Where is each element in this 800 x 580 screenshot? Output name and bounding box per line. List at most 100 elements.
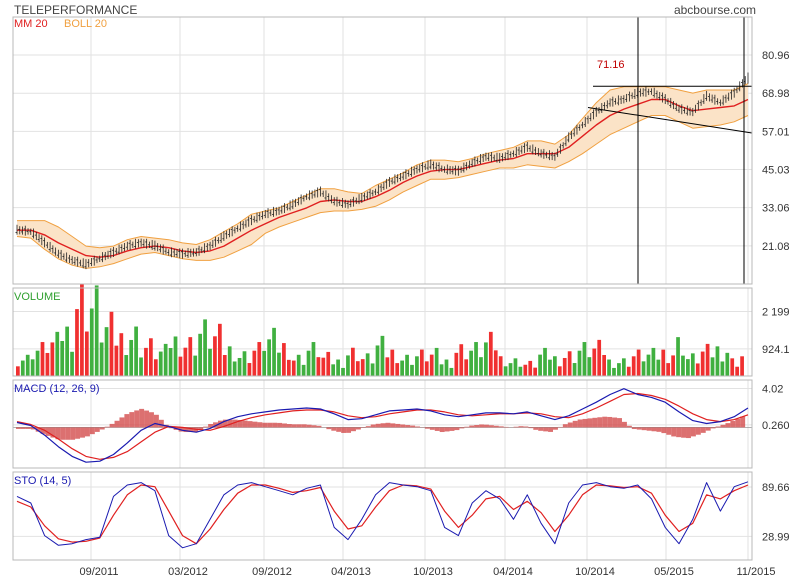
volume-bar bbox=[75, 309, 79, 376]
macd-histogram-bar bbox=[528, 427, 534, 429]
volume-bar bbox=[104, 327, 109, 376]
macd-histogram-bar bbox=[326, 427, 332, 430]
macd-frame bbox=[12, 379, 753, 469]
volume-bar bbox=[242, 351, 247, 376]
macd-histogram-bar bbox=[498, 426, 504, 428]
volume-bar bbox=[257, 342, 262, 376]
macd-histogram-bar bbox=[183, 427, 189, 433]
panel-frames bbox=[12, 16, 753, 561]
volume-bar bbox=[153, 359, 158, 376]
volume-bar bbox=[70, 351, 74, 376]
x-tick-label: 11/2015 bbox=[737, 566, 776, 578]
macd-histogram-bar bbox=[725, 423, 731, 428]
volume-bar bbox=[740, 356, 744, 376]
sto-title: STO (14, 5) bbox=[14, 475, 71, 487]
volume-bar bbox=[528, 360, 533, 376]
macd-histogram-bar bbox=[602, 416, 608, 428]
y-tick-label: 4.02 bbox=[762, 384, 783, 396]
macd-histogram-bar bbox=[89, 427, 95, 435]
macd-histogram-bar bbox=[55, 427, 61, 440]
volume-bar bbox=[296, 354, 301, 376]
macd-histogram-bar bbox=[158, 419, 164, 428]
macd-histogram-bar bbox=[661, 427, 667, 434]
volume-bar bbox=[183, 347, 188, 376]
volume-bar bbox=[646, 354, 651, 376]
volume-bar bbox=[730, 358, 735, 376]
volume-bar bbox=[227, 346, 232, 376]
volume-bar bbox=[597, 339, 602, 376]
macd-histogram-bar bbox=[548, 427, 554, 432]
macd-histogram-bar bbox=[114, 420, 120, 428]
macd-histogram-bar bbox=[311, 425, 317, 428]
y-tick-label: 2 199 bbox=[762, 306, 790, 318]
volume-bar bbox=[168, 348, 173, 376]
macd-histogram-bar bbox=[45, 427, 51, 436]
volume-bar bbox=[217, 323, 222, 376]
macd-histogram-bar bbox=[700, 427, 706, 433]
volume-bar bbox=[449, 367, 454, 376]
macd-histogram-bar bbox=[538, 427, 544, 431]
volume-bar bbox=[567, 351, 572, 376]
volume-bar bbox=[641, 361, 646, 376]
volume-bar bbox=[498, 356, 503, 376]
volume-bar bbox=[587, 357, 592, 376]
volume-bar bbox=[415, 356, 419, 376]
macd-histogram-bar bbox=[252, 421, 258, 428]
macd-histogram-bar bbox=[217, 420, 223, 428]
volume-bar bbox=[203, 319, 207, 376]
macd-histogram-bar bbox=[681, 427, 687, 438]
macd-histogram-bar bbox=[20, 427, 26, 429]
volume-bar bbox=[493, 350, 498, 376]
volume-bar bbox=[626, 366, 631, 376]
volume-bar bbox=[99, 342, 104, 376]
macd-histogram-bar bbox=[676, 427, 682, 438]
macd-histogram-bar bbox=[740, 416, 746, 428]
volume-bar bbox=[676, 337, 680, 376]
macd-histogram-bar bbox=[488, 425, 494, 428]
macd-histogram-bar bbox=[296, 424, 302, 428]
macd-title: MACD (12, 26, 9) bbox=[14, 383, 100, 395]
macd-histogram-bar bbox=[375, 423, 381, 428]
volume-bar bbox=[375, 345, 380, 376]
volume-bar bbox=[89, 308, 94, 376]
volume-bar bbox=[459, 344, 464, 376]
volume-bar bbox=[139, 357, 143, 376]
volume-bar bbox=[469, 350, 473, 376]
macd-histogram-bar bbox=[247, 421, 253, 428]
x-tick-label: 09/2012 bbox=[252, 566, 292, 578]
macd-histogram-bar bbox=[626, 425, 632, 428]
volume-bar bbox=[331, 364, 336, 376]
macd-histogram-bar bbox=[656, 427, 662, 432]
macd-histogram-bar bbox=[400, 424, 406, 428]
macd-histogram-bar bbox=[636, 427, 642, 430]
volume-bar bbox=[666, 363, 671, 376]
volume-bar bbox=[553, 356, 557, 376]
y-tick-label: 0.260 bbox=[762, 420, 790, 432]
volume-bar bbox=[30, 359, 35, 376]
macd-histogram-bar bbox=[242, 420, 248, 428]
volume-bar bbox=[35, 350, 40, 376]
volume-bar bbox=[434, 347, 439, 376]
macd-histogram-bar bbox=[60, 427, 66, 440]
macd-histogram-bar bbox=[439, 427, 445, 433]
volume-bar bbox=[272, 327, 276, 376]
volume-bar bbox=[40, 342, 45, 376]
macd-histogram-bar bbox=[735, 418, 741, 428]
macd-histogram-bar bbox=[641, 427, 647, 431]
sto-k-line bbox=[16, 481, 749, 549]
volume-bar bbox=[65, 326, 69, 376]
mm20-line bbox=[17, 98, 749, 258]
macd-histogram-bar bbox=[385, 422, 391, 428]
volume-bar bbox=[557, 366, 562, 376]
volume-bar bbox=[582, 342, 587, 376]
macd-histogram-bar bbox=[671, 427, 677, 437]
macd-histogram-bar bbox=[119, 417, 125, 428]
macd-histogram-bar bbox=[365, 426, 371, 428]
macd-histogram-bar bbox=[469, 425, 475, 428]
volume-bar bbox=[385, 357, 390, 376]
volume-bar bbox=[735, 366, 740, 376]
volume-bar bbox=[80, 284, 84, 376]
volume-bar bbox=[193, 355, 198, 376]
macd-histogram-bar bbox=[395, 423, 401, 428]
y-tick-label: 89.66 bbox=[762, 482, 790, 494]
